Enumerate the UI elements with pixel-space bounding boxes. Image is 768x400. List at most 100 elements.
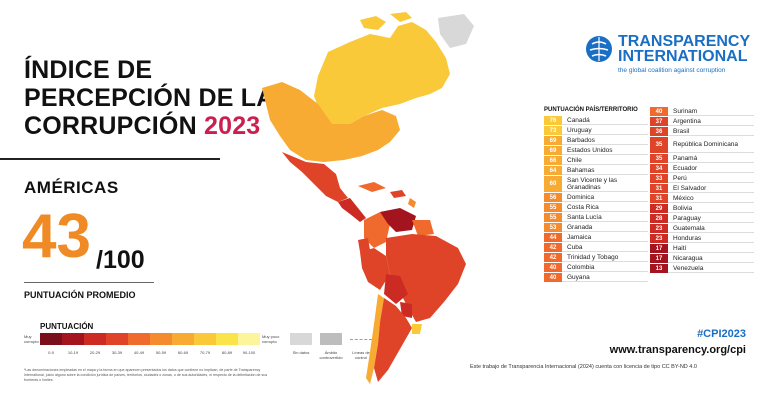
score-cell: 29 bbox=[650, 204, 668, 213]
legend-range-4: 40-49 bbox=[133, 350, 145, 355]
map-guyanas bbox=[412, 220, 434, 236]
legend-swatch-9 bbox=[238, 333, 260, 345]
brand-tagline: the global coalition against corruption bbox=[618, 67, 726, 74]
score-table-row: 17 Haití bbox=[650, 244, 754, 253]
country-cell: Haití bbox=[668, 244, 754, 253]
country-cell: Panamá bbox=[668, 154, 754, 163]
legend-range-7: 70-79 bbox=[199, 350, 211, 355]
score-cell: 35 bbox=[650, 137, 668, 153]
score-table-right-column: 40 Surinam 37 Argentina 36 Brasil 35 República … bbox=[650, 107, 754, 274]
country-cell: México bbox=[668, 194, 754, 203]
score-table-header: PUNTUACIÓN PAÍS/TERRITORIO bbox=[544, 107, 638, 113]
score-cell: 42 bbox=[544, 243, 562, 252]
country-cell: República Dominicana bbox=[668, 137, 754, 153]
legend-range-5: 50-59 bbox=[155, 350, 167, 355]
score-cell: 69 bbox=[544, 146, 562, 155]
score-table-row: 73 Uruguay bbox=[544, 126, 648, 135]
score-cell: 31 bbox=[650, 194, 668, 203]
score-cell: 40 bbox=[544, 263, 562, 272]
title-divider bbox=[0, 158, 220, 160]
legend-range-1: 10-19 bbox=[67, 350, 79, 355]
score-table-row: 23 Guatemala bbox=[650, 224, 754, 233]
score-cell: 76 bbox=[544, 116, 562, 125]
score-cell: 17 bbox=[650, 244, 668, 253]
legend-swatch-2 bbox=[84, 333, 106, 345]
title-line-3: CORRUPCIÓN 2023 bbox=[24, 112, 264, 140]
score-cell: 28 bbox=[650, 214, 668, 223]
country-cell: Estados Unidos bbox=[562, 146, 648, 155]
country-cell: San Vicente y las Granadinas bbox=[562, 176, 648, 192]
country-cell: Dominica bbox=[562, 193, 648, 202]
score-table-row: 40 Surinam bbox=[650, 107, 754, 116]
map-lesser-antilles bbox=[408, 198, 416, 208]
score-table-row: 37 Argentina bbox=[650, 117, 754, 126]
score-table-row: 34 Ecuador bbox=[650, 164, 754, 173]
country-cell: Trinidad y Tobago bbox=[562, 253, 648, 262]
score-cell: 34 bbox=[650, 164, 668, 173]
title-line-3-text: CORRUPCIÓN bbox=[24, 112, 197, 140]
americas-choropleth-map bbox=[262, 12, 474, 384]
country-cell: Costa Rica bbox=[562, 203, 648, 212]
score-cell: 13 bbox=[650, 264, 668, 273]
country-cell: Santa Lucía bbox=[562, 213, 648, 222]
map-brazil bbox=[386, 234, 466, 322]
legend-range-9: 90-100 bbox=[242, 350, 256, 355]
score-cell: 55 bbox=[544, 203, 562, 212]
score-cell: 23 bbox=[650, 224, 668, 233]
score-table-row: 64 Bahamas bbox=[544, 166, 648, 175]
country-cell: Uruguay bbox=[562, 126, 648, 135]
map-footnote: *Las denominaciones empleadas en el mapa… bbox=[24, 368, 268, 382]
legend-no-data-swatch bbox=[290, 333, 312, 345]
score-cell: 31 bbox=[650, 184, 668, 193]
legend-control-line bbox=[350, 339, 372, 340]
map-usa bbox=[262, 82, 400, 162]
score-table-row: 31 El Salvador bbox=[650, 184, 754, 193]
region-heading: AMÉRICAS bbox=[24, 178, 119, 197]
country-cell: Ecuador bbox=[668, 164, 754, 173]
legend-swatch-8 bbox=[216, 333, 238, 345]
score-cell: 33 bbox=[650, 174, 668, 183]
map-canada bbox=[314, 22, 450, 124]
country-cell: Paraguay bbox=[668, 214, 754, 223]
country-cell: Brasil bbox=[668, 127, 754, 136]
hashtag[interactable]: #CPI2023 bbox=[697, 328, 746, 340]
legend-range-0: 0-9 bbox=[48, 350, 54, 355]
average-score-value: 43 bbox=[22, 202, 91, 271]
score-cell: 23 bbox=[650, 234, 668, 243]
country-cell: El Salvador bbox=[668, 184, 754, 193]
country-cell: Guatemala bbox=[668, 224, 754, 233]
score-table-row: 69 Estados Unidos bbox=[544, 146, 648, 155]
legend-high-label: Muy poco corrupto bbox=[262, 334, 280, 344]
score-table-row: 17 Nicaragua bbox=[650, 254, 754, 263]
page-title: ÍNDICE DE PERCEPCIÓN DE LA CORRUPCIÓN 20… bbox=[24, 56, 275, 140]
map-central-america bbox=[338, 198, 366, 222]
score-table-row: 55 Santa Lucía bbox=[544, 213, 648, 222]
transparency-international-logo[interactable]: TRANSPARENCY INTERNATIONAL the global co… bbox=[584, 34, 754, 78]
map-mexico bbox=[282, 152, 348, 202]
title-line-2: PERCEPCIÓN DE LA bbox=[24, 84, 275, 112]
country-cell: Barbados bbox=[562, 136, 648, 145]
country-cell: Argentina bbox=[668, 117, 754, 126]
score-cell: 53 bbox=[544, 223, 562, 232]
legend-swatch-1 bbox=[62, 333, 84, 345]
score-divider bbox=[24, 282, 154, 283]
country-cell: Bahamas bbox=[562, 166, 648, 175]
legend-swatch-0 bbox=[40, 333, 62, 345]
score-table-row: 40 Colombia bbox=[544, 263, 648, 272]
score-cell: 37 bbox=[650, 117, 668, 126]
score-cell: 60 bbox=[544, 176, 562, 192]
country-cell: Canadá bbox=[562, 116, 648, 125]
title-year: 2023 bbox=[204, 112, 261, 140]
score-table-row: 36 Brasil bbox=[650, 127, 754, 136]
country-cell: Chile bbox=[562, 156, 648, 165]
score-cell: 40 bbox=[544, 273, 562, 282]
legend-low-label: Muy corrupto bbox=[24, 334, 39, 344]
country-cell: Venezuela bbox=[668, 264, 754, 273]
score-table-row: 76 Canadá bbox=[544, 116, 648, 125]
website-link[interactable]: www.transparency.org/cpi bbox=[609, 344, 746, 356]
score-table-row: 28 Paraguay bbox=[650, 214, 754, 223]
brand-name-line-1: TRANSPARENCY bbox=[618, 33, 751, 50]
score-table-row: 35 Panamá bbox=[650, 154, 754, 163]
score-table-row: 53 Granada bbox=[544, 223, 648, 232]
